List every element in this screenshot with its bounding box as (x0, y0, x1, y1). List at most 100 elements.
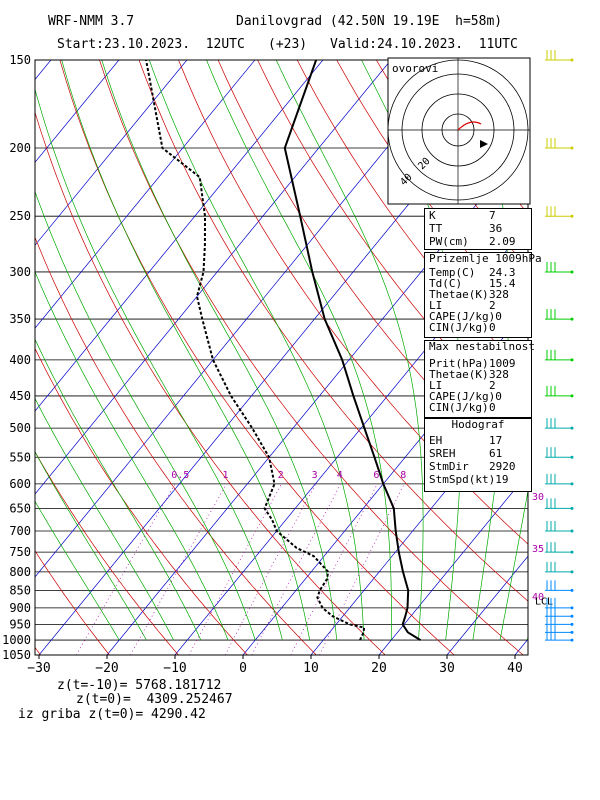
station-label: Danilovgrad (42.50N 19.19E h=58m) (236, 14, 503, 29)
y-tick-label: 150 (9, 53, 31, 67)
y-tick-label: 550 (9, 450, 31, 464)
isotherm (310, 389, 528, 655)
stat-key: K (429, 209, 436, 222)
isotherm (583, 60, 600, 655)
mixing-ratio-line (188, 483, 282, 655)
wind-barb (545, 630, 574, 642)
mixing-ratio-label: 8 (400, 470, 406, 481)
mixing-ratio-label: 4 (337, 470, 343, 481)
stat-value: 2920 (489, 460, 516, 473)
stat-key: CAPE(J/kg) (429, 390, 496, 403)
isotherm (35, 60, 256, 329)
mixing-ratio-label: 6 (373, 470, 379, 481)
moist-adiabat (35, 270, 229, 641)
y-tick-label: 350 (9, 312, 31, 326)
wind-speed-label: 35 (532, 544, 544, 555)
x-tick-label: −20 (95, 661, 118, 676)
stat-value: 328 (489, 368, 509, 381)
stat-value: 24.3 (489, 266, 516, 279)
mixing-ratio-line (75, 483, 176, 655)
wind-barb (545, 309, 574, 321)
wind-barb (545, 561, 574, 574)
stat-key: TT (429, 222, 443, 235)
y-tick-label: 800 (9, 565, 31, 579)
moist-adiabat (35, 190, 256, 641)
wind-speed-label: 30 (532, 492, 544, 503)
y-tick-label: 600 (9, 477, 31, 491)
wind-barb (545, 498, 574, 510)
stat-key: CAPE(J/kg) (429, 310, 496, 323)
stat-row: CIN(J/kg) 0 (425, 402, 531, 413)
stat-key: PW(cm) (429, 235, 469, 248)
stat-key: EH (429, 434, 443, 447)
moist-adiabat (148, 60, 365, 641)
wind-barb (545, 473, 574, 486)
sounding-traces (145, 60, 422, 641)
wind-barb (545, 206, 574, 218)
dry-adiabat (35, 111, 386, 655)
indices-box: K 7 TT 36 PW(cm) 2.09 (424, 208, 532, 250)
stat-value: 0 (489, 321, 496, 334)
stat-value: 36 (489, 222, 503, 235)
x-tick-label: −30 (27, 661, 50, 676)
y-tick-label: 750 (9, 545, 31, 559)
z-zero: z(t=0)= 4309.252467 (76, 692, 233, 707)
hodograph-label: ovorovi (392, 62, 438, 75)
stat-key: Td(C) (429, 277, 463, 290)
x-tick-label: 0 (239, 661, 247, 676)
y-tick-label: 650 (9, 501, 31, 515)
stat-key: CIN(J/kg) (429, 321, 489, 334)
stat-value: 0 (495, 390, 502, 403)
stat-row: StmDir 2920 (425, 460, 531, 473)
isotherm (35, 60, 324, 412)
stat-value: 15.4 (489, 277, 516, 290)
dry-adiabat (35, 550, 110, 655)
hodograph-stats-title: Hodograf (451, 418, 505, 431)
moist-adiabat (206, 60, 392, 641)
isotherm (174, 223, 528, 655)
y-tick-label: 500 (9, 421, 31, 435)
isotherm (35, 60, 392, 495)
stat-row: CAPE(J/kg) 0 (425, 311, 531, 322)
wind-barb (545, 542, 574, 554)
stat-value: 7 (489, 209, 496, 222)
grid-lines (35, 60, 600, 655)
temperature-trace (283, 60, 422, 641)
stat-row: LI 2 (425, 380, 531, 391)
mixing-ratio-line (224, 483, 317, 655)
dry-adiabat (35, 451, 179, 655)
z-minus10: z(t=-10)= 5768.181712 (57, 678, 222, 693)
wind-barb (545, 137, 574, 150)
isotherm (378, 472, 528, 655)
z-grib: iz griba z(t=0)= 4290.42 (18, 707, 206, 722)
isotherm (35, 60, 188, 246)
moist-adiabat (275, 60, 424, 641)
stat-key: LI (429, 379, 443, 392)
lead-time: (+23) (268, 37, 308, 52)
stat-row: Thetae(K) 328 (425, 289, 531, 300)
isotherm (35, 60, 460, 578)
valid-time: Valid:24.10.2023. 11UTC (330, 37, 518, 52)
mixing-ratio-label: 0.5 (171, 470, 189, 481)
stat-row: Thetae(K) 328 (425, 369, 531, 380)
wind-barbs (545, 50, 574, 642)
stat-row: EH 17 (425, 434, 531, 447)
stat-key: CIN(J/kg) (429, 401, 489, 414)
stat-value: 328 (489, 288, 509, 301)
stat-row: Prit(hPa) 1009 (425, 358, 531, 369)
y-tick-label: 300 (9, 265, 31, 279)
wind-barb (545, 597, 574, 610)
start-time: Start:23.10.2023. 12UTC (57, 37, 245, 52)
moist-adiabat (35, 88, 283, 641)
mixing-ratio-label: 1 (223, 470, 229, 481)
y-tick-label: 200 (9, 141, 31, 155)
x-tick-label: −10 (163, 661, 186, 676)
wind-barb (545, 385, 574, 398)
x-tick-label: 20 (371, 661, 387, 676)
mixing-ratio-label: 3 (312, 470, 318, 481)
wind-barb (545, 261, 574, 274)
mixing-ratio-line (130, 483, 227, 655)
stat-row: CAPE(J/kg) 0 (425, 391, 531, 402)
dewpoint-trace (145, 60, 366, 641)
